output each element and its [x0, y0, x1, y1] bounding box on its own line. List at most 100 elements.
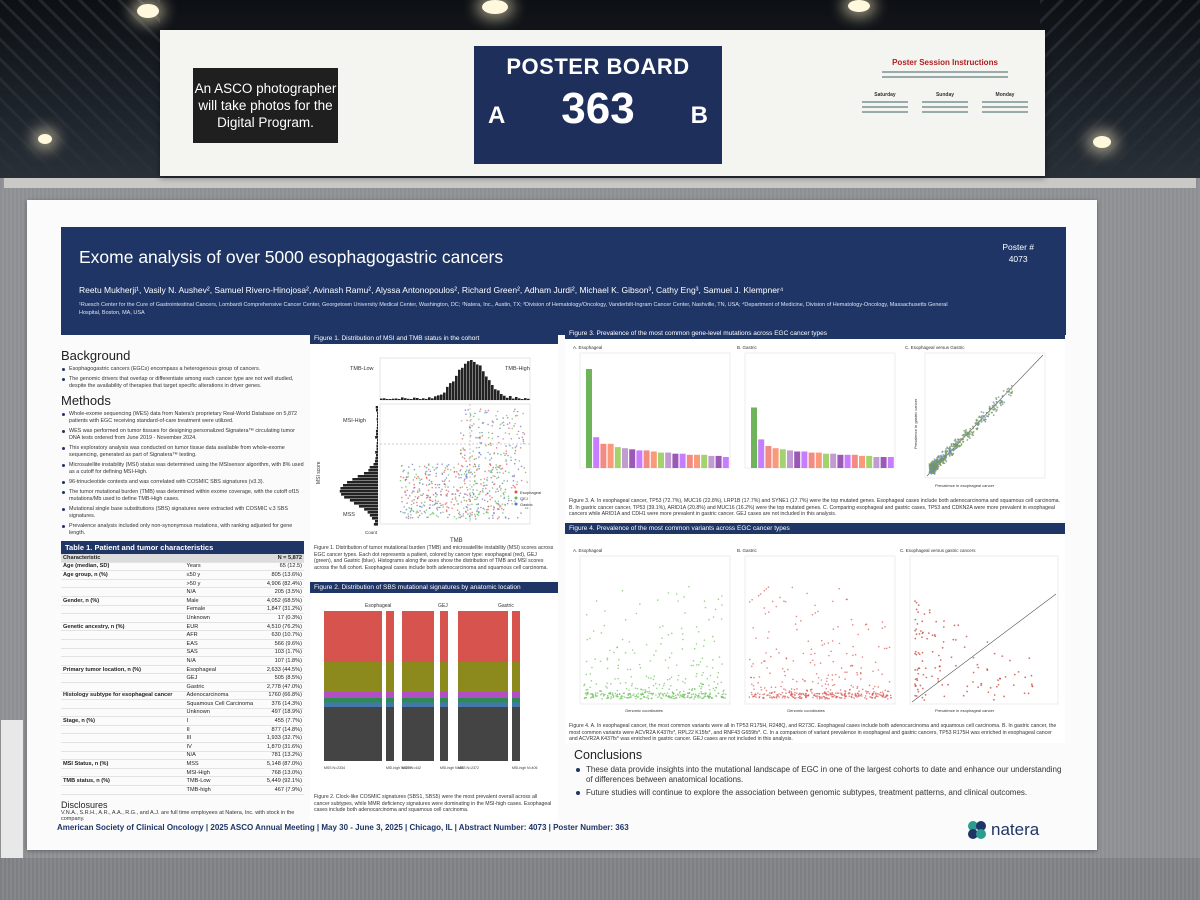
scatter-point	[493, 452, 496, 454]
scatter-point	[425, 484, 428, 486]
table-cell: MSS	[184, 759, 262, 769]
variant-point	[783, 695, 785, 698]
variant-point	[629, 668, 632, 671]
variant-point	[758, 695, 761, 698]
variant-point	[832, 684, 834, 687]
variant-point	[753, 688, 755, 690]
scatter-point	[405, 516, 408, 519]
variant-point	[627, 694, 629, 696]
scatter-point	[521, 436, 524, 439]
variant-point	[874, 692, 877, 694]
variant-point	[881, 695, 883, 698]
scatter-point	[429, 474, 431, 476]
table-header-cell	[184, 554, 262, 563]
scatter-point	[444, 483, 447, 486]
gene-point	[975, 419, 978, 422]
scatter-point	[481, 489, 484, 492]
variant-point	[680, 694, 682, 697]
variant-point	[691, 689, 693, 691]
table-cell	[61, 751, 185, 761]
gene-point	[969, 430, 971, 432]
variant-point	[768, 692, 771, 694]
variant-point	[914, 683, 916, 686]
scatter-point	[463, 478, 466, 480]
scatter-point	[458, 477, 460, 479]
variant-point	[874, 661, 877, 664]
scatter-point	[472, 493, 475, 496]
scatter-point	[411, 463, 414, 466]
scatter-point	[481, 498, 484, 500]
scatter-point	[444, 469, 446, 472]
histogram-bar	[353, 502, 378, 505]
scatter-point	[478, 467, 481, 470]
histogram-bar	[386, 399, 389, 400]
scatter-point	[441, 480, 444, 482]
table-row: Age (median, SD) Years 65 (12.5)	[61, 562, 304, 572]
scatter-point	[416, 491, 419, 493]
gene-bar	[643, 450, 650, 468]
scatter-point	[467, 513, 469, 515]
scatter-point	[511, 418, 514, 420]
gene-point	[1008, 393, 1010, 396]
gene-point	[930, 470, 933, 473]
variant-point	[648, 692, 650, 695]
gene-point	[933, 458, 936, 461]
scatter-point	[489, 471, 492, 473]
gene-point	[928, 464, 931, 467]
variant-point	[684, 682, 686, 684]
variant-point	[803, 680, 806, 682]
figure-4: Figure 4. Prevalence of the most common …	[565, 523, 1065, 743]
variant-point	[620, 696, 622, 698]
histogram-bar	[343, 484, 378, 487]
variant-point	[856, 687, 858, 690]
histogram-bar	[377, 439, 378, 442]
variant-point	[684, 678, 687, 680]
variant-point	[720, 696, 723, 698]
table-row: Age group, n (%) ≤50 y 805 (13.6%)	[61, 570, 304, 580]
scatter-point	[522, 442, 525, 445]
scatter-point	[434, 483, 437, 486]
variant-point	[871, 696, 874, 699]
scatter-point	[460, 464, 463, 467]
variant-point	[748, 601, 751, 603]
variant-point	[918, 633, 921, 635]
scatter-point	[490, 476, 493, 479]
gene-point	[942, 453, 945, 456]
gene-bar	[679, 453, 686, 468]
variant-point	[885, 647, 888, 650]
gene-bar	[844, 454, 851, 468]
variant-point	[943, 695, 946, 698]
variant-point	[832, 693, 835, 696]
histogram-bar	[464, 363, 467, 400]
scatter-point	[463, 493, 466, 495]
variant-point	[809, 661, 812, 664]
variant-point	[1031, 685, 1034, 687]
scatter-point	[457, 472, 460, 475]
variant-point	[831, 640, 834, 642]
scatter-point	[459, 486, 462, 489]
variant-point	[769, 696, 771, 699]
table-cell	[61, 673, 185, 683]
scatter-point	[453, 503, 455, 506]
gene-point	[995, 398, 998, 401]
variant-point	[825, 697, 828, 699]
scatter-point	[477, 418, 480, 421]
stacked-segment	[512, 662, 520, 692]
variant-point	[700, 682, 702, 685]
variant-point	[860, 695, 863, 697]
variant-point	[787, 668, 789, 671]
variant-point	[914, 629, 916, 632]
scatter-point	[477, 503, 480, 505]
scatter-point	[465, 477, 468, 479]
scatter-point	[418, 477, 420, 479]
scatter-point	[471, 514, 473, 516]
variant-point	[810, 690, 812, 692]
scatter-point	[442, 504, 444, 506]
variant-point	[610, 696, 613, 698]
variant-point	[677, 674, 680, 677]
variant-point	[888, 681, 891, 683]
scatter-point	[482, 485, 485, 487]
scatter-point	[417, 516, 419, 519]
variant-point	[769, 694, 771, 697]
variant-point	[698, 685, 701, 687]
